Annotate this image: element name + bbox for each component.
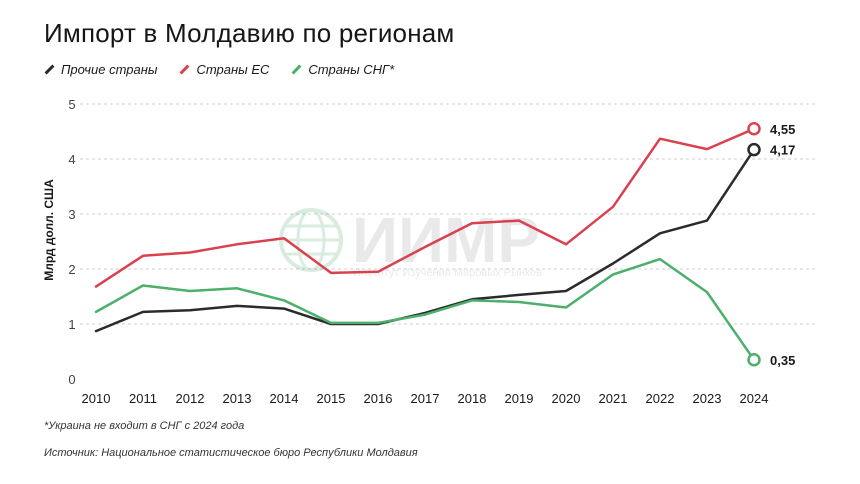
x-tick-label: 2013: [223, 391, 252, 406]
x-tick-label: 2022: [646, 391, 675, 406]
series-lines: [94, 127, 756, 362]
x-tick-label: 2019: [505, 391, 534, 406]
y-tick-label: 4: [68, 152, 75, 167]
x-tick-label: 2023: [693, 391, 722, 406]
x-tick-label: 2014: [270, 391, 299, 406]
x-tick-label: 2011: [129, 391, 157, 406]
footnote: *Украина не входит в СНГ с 2024 года: [44, 420, 245, 432]
watermark-subtitle: Институт Изучения Мировых Рынков: [353, 267, 542, 279]
source-note: Источник: Национальное статистическое бю…: [44, 447, 418, 459]
x-tick-label: 2018: [458, 391, 487, 406]
x-tick-label: 2021: [599, 391, 628, 406]
legend-item-eu: Страны ЕС: [179, 62, 269, 77]
chart-title: Импорт в Молдавию по регионам: [44, 18, 455, 48]
end-point-marker: [747, 122, 761, 136]
legend-label: Прочие страны: [61, 62, 158, 77]
x-tick-label: 2017: [411, 391, 440, 406]
end-point-marker: [747, 142, 761, 157]
legend: Прочие страны Страны ЕС Страны СНГ*: [44, 62, 394, 77]
x-tick-label: 2012: [176, 391, 205, 406]
y-tick-label: 0: [68, 372, 75, 387]
grid: [80, 103, 815, 325]
y-axis-label: Млрд долл. США: [42, 179, 56, 281]
series-line: [94, 148, 756, 333]
y-tick-label: 1: [68, 317, 75, 332]
end-markers: 4,17 4,55 0,35: [747, 122, 795, 368]
x-tick-label: 2016: [364, 391, 393, 406]
watermark-text: ИИМР: [352, 204, 540, 276]
series-line: [94, 257, 756, 362]
legend-item-cis: Страны СНГ*: [291, 62, 394, 77]
x-tick-label: 2010: [82, 391, 111, 406]
y-tick-label: 5: [68, 97, 75, 112]
legend-label: Страны ЕС: [196, 62, 270, 77]
x-tick-labels: 2010 2011 2012 2013 2014 2015 2016 2017 2018 2019…: [82, 391, 769, 406]
x-tick-label: 2024: [740, 391, 769, 406]
x-tick-label: 2015: [317, 391, 346, 406]
end-value-label: 4,55: [770, 122, 795, 137]
end-value-label: 0,35: [770, 353, 795, 368]
end-value-label: 4,17: [770, 143, 795, 158]
globe-icon: [279, 208, 343, 272]
legend-item-other: Прочие страны: [44, 62, 157, 77]
legend-label: Страны СНГ*: [308, 62, 395, 77]
watermark: ИИМР Институт Изучения Мировых Рынков: [279, 204, 542, 279]
y-tick-label: 3: [68, 207, 75, 222]
y-tick-label: 2: [68, 262, 75, 277]
y-tick-labels: 0 1 2 3 4 5: [68, 97, 75, 387]
series-line: [94, 127, 756, 288]
x-tick-label: 2020: [552, 391, 581, 406]
end-point-marker: [747, 353, 761, 367]
